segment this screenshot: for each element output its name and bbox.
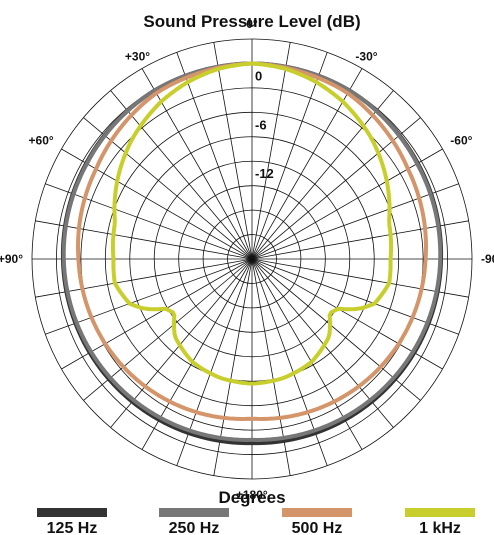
legend-swatch (282, 508, 352, 517)
x-axis-label: Degrees (218, 488, 285, 507)
grid-spoke-110 (251, 258, 459, 335)
radial-label: -12 (255, 166, 274, 181)
legend: 125 Hz 250 Hz 500 Hz 1 kHz (37, 508, 475, 535)
radial-label: -6 (255, 117, 267, 132)
legend-swatch (405, 508, 475, 517)
radial-label: 0 (255, 68, 262, 83)
grid-spoke-60 (251, 148, 443, 260)
polar-grid (31, 38, 473, 480)
grid-spoke-340 (176, 52, 253, 260)
grid-spoke-40 (251, 90, 394, 260)
axis-labels: 0° -30° +30° -60° +60° -90° +90° ±180° 0 -6 -12 (0, 17, 494, 502)
grid-spoke-70 (251, 183, 459, 260)
grid-spoke-120 (251, 258, 443, 370)
angle-label: +60° (29, 134, 54, 148)
grid-spoke-10 (251, 42, 291, 260)
series-curve-1-khz (110, 61, 394, 386)
grid-spoke-350 (213, 42, 253, 260)
grid-spoke-280 (35, 220, 253, 260)
series-curves (60, 61, 444, 446)
angle-label: -30° (355, 50, 377, 64)
legend-label: 500 Hz (292, 520, 343, 535)
grid-spoke-100 (251, 258, 469, 298)
legend-label: 125 Hz (47, 520, 98, 535)
legend-label: 250 Hz (169, 520, 220, 535)
legend-swatch (37, 508, 107, 517)
angle-label: +90° (0, 252, 23, 266)
grid-spoke-260 (35, 258, 253, 298)
series-curve-500-hz (76, 61, 428, 421)
grid-spoke-300 (61, 148, 253, 260)
grid-spoke-20 (251, 52, 328, 260)
chart-title: Sound Pressure Level (dB) (143, 12, 360, 31)
grid-spoke-250 (45, 258, 253, 335)
angle-label: 0° (246, 17, 258, 31)
angle-label: +30° (125, 50, 150, 64)
angle-label: -90° (481, 252, 494, 266)
angle-label: ±180° (236, 488, 268, 502)
legend-label: 1 kHz (419, 520, 461, 535)
angle-label: -60° (450, 134, 472, 148)
grid-spoke-80 (251, 220, 469, 260)
series-curve-250-hz (61, 61, 443, 442)
grid-spoke-290 (45, 183, 253, 260)
grid-spoke-240 (61, 258, 253, 370)
legend-swatch (159, 508, 229, 517)
grid-spoke-320 (110, 90, 253, 260)
